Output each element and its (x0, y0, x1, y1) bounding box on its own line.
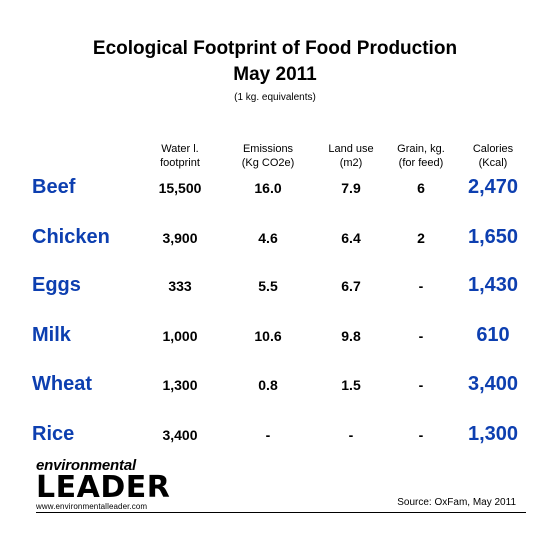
cell-milk-water: 1,000 (162, 328, 198, 344)
cell-eggs-emissions: 5.5 (258, 278, 278, 294)
row-label-eggs: Eggs (32, 274, 81, 296)
cell-chicken-water: 3,900 (162, 230, 198, 246)
column-header-line2: (Kg CO2e) (241, 157, 295, 169)
cell-chicken-emissions: 4.6 (258, 230, 278, 246)
cell-milk-emissions: 10.6 (254, 328, 282, 344)
title-line: Ecological Footprint of Food Production (92, 38, 458, 59)
cell-wheat-land: 1.5 (341, 377, 361, 393)
divider-line (36, 512, 526, 513)
subtitle-line: May 2011 (233, 64, 317, 85)
cell-wheat-water: 1,300 (162, 377, 198, 393)
row-label-beef: Beef (32, 176, 76, 198)
cell-eggs-calories: 1,430 (467, 274, 519, 296)
column-header-line1: Emissions (242, 143, 294, 155)
logo-wordmark-top: environmental (36, 457, 136, 474)
source-note: Source: OxFam, May 2011 (397, 497, 516, 508)
column-header-line2: footprint (160, 157, 200, 169)
cell-beef-calories: 2,470 (467, 176, 519, 198)
cell-wheat-grain: - (418, 377, 424, 393)
cell-eggs-grain: - (418, 278, 424, 294)
column-header-line2: (for feed) (398, 157, 444, 169)
row-label-rice: Rice (32, 423, 75, 445)
cell-rice-grain: - (418, 427, 424, 443)
column-header-water: Water l. footprint (135, 142, 225, 170)
logo-url: www.environmentalleader.com (36, 502, 148, 511)
column-header-land: Land use (m2) (306, 142, 396, 170)
row-label-wheat: Wheat (32, 373, 92, 395)
cell-rice-calories: 1,300 (467, 423, 519, 445)
cell-eggs-water: 333 (168, 278, 192, 294)
cell-beef-emissions: 16.0 (254, 180, 282, 196)
environmental-leader-logo: environmental LEADER www.environmentalle… (36, 457, 171, 512)
units-note: (1 kg. equivalents) (234, 92, 316, 103)
cell-milk-calories: 610 (476, 324, 510, 346)
cell-eggs-land: 6.7 (341, 278, 361, 294)
cell-rice-emissions: - (265, 427, 271, 443)
cell-chicken-calories: 1,650 (467, 226, 519, 248)
row-label-chicken: Chicken (32, 226, 110, 248)
column-header-line1: Water l. (161, 143, 199, 155)
column-header-calories: Calories (Kcal) (448, 142, 538, 170)
cell-rice-land: - (348, 427, 354, 443)
cell-wheat-emissions: 0.8 (258, 377, 278, 393)
cell-rice-water: 3,400 (162, 427, 198, 443)
cell-wheat-calories: 3,400 (467, 373, 519, 395)
cell-milk-land: 9.8 (341, 328, 361, 344)
chart-title: Ecological Footprint of Food Production … (0, 36, 550, 88)
column-header-line1: Land use (328, 143, 374, 155)
cell-chicken-land: 6.4 (341, 230, 361, 246)
column-header-line2: (Kcal) (478, 157, 508, 169)
column-header-emissions: Emissions (Kg CO2e) (223, 142, 313, 170)
row-label-milk: Milk (32, 324, 71, 346)
cell-beef-grain: 6 (417, 180, 425, 196)
column-header-line2: (m2) (339, 157, 363, 169)
cell-beef-land: 7.9 (341, 180, 361, 196)
cell-milk-grain: - (418, 328, 424, 344)
cell-beef-water: 15,500 (158, 180, 202, 196)
cell-chicken-grain: 2 (417, 230, 425, 246)
column-header-line1: Grain, kg. (397, 143, 445, 155)
logo-wordmark-main: LEADER (36, 470, 171, 505)
column-header-grain: Grain, kg. (for feed) (376, 142, 466, 170)
column-header-line1: Calories (472, 143, 514, 155)
